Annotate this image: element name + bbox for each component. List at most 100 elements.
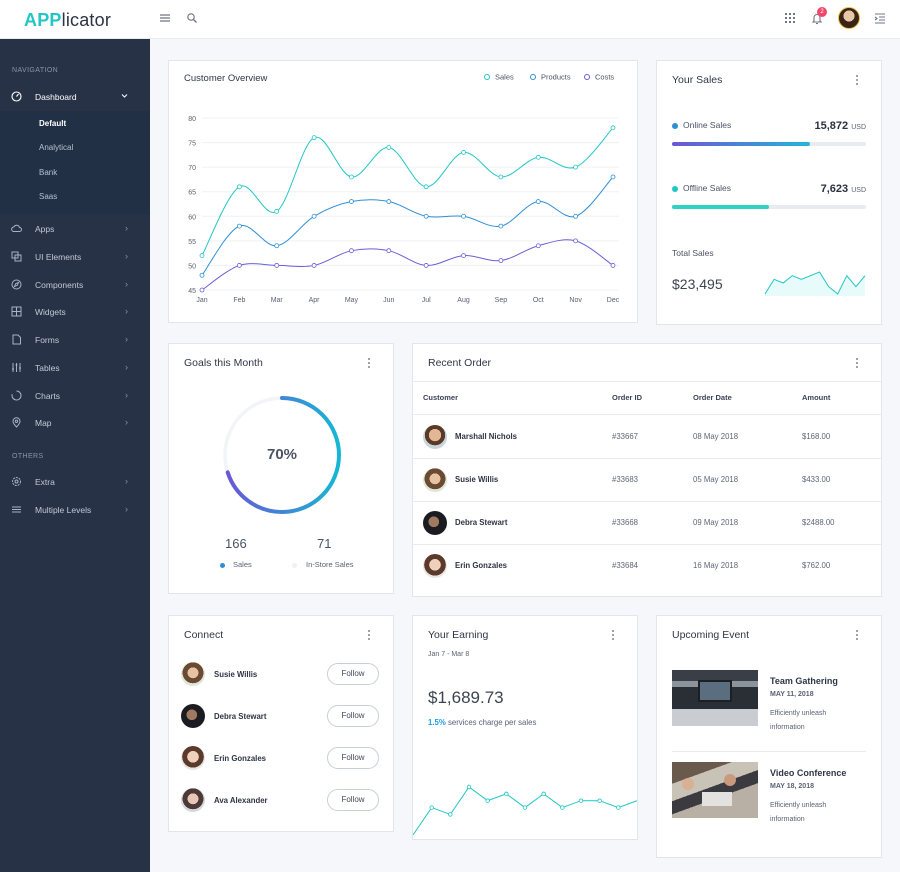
more-options-icon[interactable] bbox=[368, 358, 371, 368]
data-point[interactable] bbox=[610, 125, 616, 131]
sidebar-item-components[interactable]: Components › bbox=[0, 271, 150, 299]
follow-button[interactable]: Follow bbox=[327, 789, 379, 811]
data-point[interactable] bbox=[199, 253, 205, 259]
data-point[interactable] bbox=[386, 145, 392, 150]
data-point[interactable] bbox=[274, 208, 280, 214]
data-point[interactable] bbox=[535, 199, 541, 204]
data-point[interactable] bbox=[498, 258, 504, 263]
data-point[interactable] bbox=[311, 213, 317, 219]
table-row[interactable]: Erin Gonzales #33684 16 May 2018 $762.00 bbox=[413, 545, 881, 587]
copy-icon bbox=[11, 251, 22, 262]
sidebar-item-extra[interactable]: Extra › bbox=[0, 468, 150, 496]
search-icon[interactable] bbox=[185, 12, 199, 26]
data-point[interactable] bbox=[311, 135, 317, 141]
sidebar-item-dashboard[interactable]: Dashboard bbox=[0, 83, 150, 111]
sidebar-item-apps[interactable]: Apps › bbox=[0, 215, 150, 243]
data-point[interactable] bbox=[616, 805, 621, 810]
data-point[interactable] bbox=[498, 223, 504, 229]
data-point[interactable] bbox=[274, 263, 280, 268]
sidebar-item-multiple-levels[interactable]: Multiple Levels › bbox=[0, 496, 150, 524]
user-avatar[interactable] bbox=[838, 7, 860, 29]
more-options-icon[interactable] bbox=[856, 630, 859, 640]
table-row[interactable]: Marshall Nichols #33667 08 May 2018 $168… bbox=[413, 415, 881, 458]
column-header-customer[interactable]: Customer bbox=[423, 393, 459, 402]
legend-label[interactable]: Costs bbox=[595, 73, 614, 82]
data-point[interactable] bbox=[386, 248, 392, 254]
data-point[interactable] bbox=[498, 174, 504, 180]
data-point[interactable] bbox=[485, 798, 490, 803]
app-logo[interactable]: APPlicator bbox=[24, 10, 112, 30]
data-point[interactable] bbox=[386, 199, 392, 204]
sidebar-item-charts[interactable]: Charts › bbox=[0, 382, 150, 410]
sidebar-item-ui-elements[interactable]: UI Elements › bbox=[0, 243, 150, 271]
apps-grid-icon[interactable] bbox=[783, 12, 797, 26]
data-point[interactable] bbox=[573, 213, 579, 219]
column-header-order-date[interactable]: Order Date bbox=[693, 393, 732, 402]
sidebar-subitem-analytical[interactable]: Analytical bbox=[39, 143, 74, 152]
data-point[interactable] bbox=[236, 223, 242, 229]
data-point[interactable] bbox=[560, 805, 565, 810]
sidebar-subitem-bank[interactable]: Bank bbox=[39, 168, 58, 177]
data-point[interactable] bbox=[199, 287, 205, 293]
event-item[interactable]: Team Gathering MAY 11, 2018 Efficiently … bbox=[657, 670, 881, 740]
data-point[interactable] bbox=[610, 174, 616, 180]
sidebar-subitem-saas[interactable]: Saas bbox=[39, 192, 58, 201]
data-point[interactable] bbox=[423, 263, 429, 268]
data-point[interactable] bbox=[349, 174, 354, 180]
legend-label[interactable]: Products bbox=[541, 73, 571, 82]
menu-icon[interactable] bbox=[158, 12, 172, 26]
avatar bbox=[423, 425, 447, 449]
follow-button[interactable]: Follow bbox=[327, 705, 379, 727]
data-point[interactable] bbox=[597, 798, 602, 803]
data-point[interactable] bbox=[573, 238, 579, 244]
data-point[interactable] bbox=[311, 263, 317, 268]
data-point[interactable] bbox=[236, 184, 242, 190]
data-point[interactable] bbox=[610, 263, 616, 268]
sidebar-item-forms[interactable]: Forms › bbox=[0, 326, 150, 354]
data-point[interactable] bbox=[423, 184, 429, 190]
data-point[interactable] bbox=[535, 243, 541, 249]
sidebar: NAVIGATION Dashboard Default Analytical … bbox=[0, 39, 150, 872]
right-panel-toggle-icon[interactable] bbox=[873, 12, 887, 26]
data-point[interactable] bbox=[504, 791, 509, 797]
more-options-icon[interactable] bbox=[856, 358, 859, 368]
data-point[interactable] bbox=[461, 213, 466, 219]
legend-label[interactable]: Sales bbox=[495, 73, 514, 82]
more-options-icon[interactable] bbox=[368, 630, 371, 640]
data-point[interactable] bbox=[541, 791, 546, 797]
column-header-amount[interactable]: Amount bbox=[802, 393, 831, 402]
data-point[interactable] bbox=[535, 154, 541, 160]
data-point[interactable] bbox=[274, 243, 280, 249]
dashboard-icon bbox=[11, 91, 22, 102]
data-point[interactable] bbox=[466, 784, 472, 790]
follow-button[interactable]: Follow bbox=[327, 747, 379, 769]
event-item[interactable]: Video Conference MAY 18, 2018 Efficientl… bbox=[657, 762, 881, 832]
more-options-icon[interactable] bbox=[856, 75, 859, 85]
follow-button[interactable]: Follow bbox=[327, 663, 379, 685]
column-header-order-id[interactable]: Order ID bbox=[612, 393, 643, 402]
sidebar-item-widgets[interactable]: Widgets › bbox=[0, 298, 150, 326]
data-point[interactable] bbox=[349, 199, 354, 204]
data-point[interactable] bbox=[199, 272, 205, 278]
data-point[interactable] bbox=[423, 213, 429, 219]
sidebar-item-map[interactable]: Map › bbox=[0, 409, 150, 437]
sidebar-subitem-default[interactable]: Default bbox=[39, 119, 67, 128]
data-point[interactable] bbox=[578, 798, 584, 803]
data-point[interactable] bbox=[461, 150, 466, 155]
compass-icon bbox=[11, 279, 22, 290]
table-row[interactable]: Debra Stewart #33668 09 May 2018 $2488.0… bbox=[413, 502, 881, 544]
table-row[interactable]: Susie Willis #33683 05 May 2018 $433.00 bbox=[413, 459, 881, 501]
more-options-icon[interactable] bbox=[612, 630, 615, 640]
data-point[interactable] bbox=[461, 253, 466, 259]
data-point[interactable] bbox=[236, 263, 242, 268]
sidebar-item-label: Apps bbox=[35, 224, 55, 234]
data-point[interactable] bbox=[573, 164, 579, 170]
data-point[interactable] bbox=[349, 248, 354, 254]
sidebar-item-tables[interactable]: Tables › bbox=[0, 354, 150, 382]
data-point[interactable] bbox=[429, 805, 434, 810]
data-point[interactable] bbox=[448, 812, 453, 817]
list-item: Erin Gonzales Follow bbox=[169, 744, 393, 774]
person-name: Ava Alexander bbox=[214, 796, 268, 805]
data-point[interactable] bbox=[522, 805, 528, 810]
earning-date-range: Jan 7 - Mar 8 bbox=[428, 651, 470, 658]
